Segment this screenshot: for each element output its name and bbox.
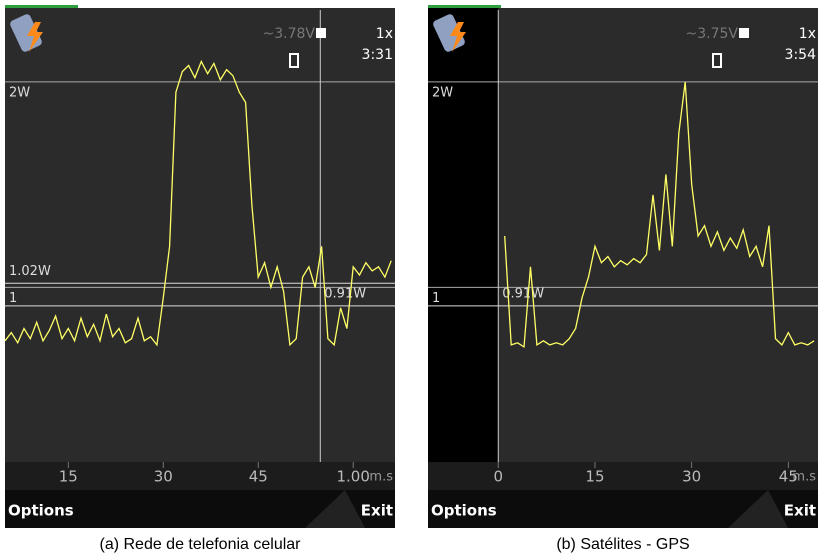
clock: 3:31	[362, 47, 393, 63]
average-label: 0.91W	[324, 286, 366, 301]
status-square	[316, 28, 326, 38]
right-softkey: Exit	[784, 502, 816, 520]
x-tick-label: 30	[682, 468, 701, 486]
x-tick-label: 1.00	[337, 468, 370, 486]
left-softkey: Options	[431, 502, 497, 520]
y-tick-label: 2W	[9, 85, 30, 100]
right-softkey: Exit	[361, 502, 393, 520]
y-tick-label: 1	[432, 291, 440, 306]
status-square	[739, 28, 749, 38]
left-softkey: Options	[8, 502, 74, 520]
screen-background	[5, 8, 395, 528]
progress-bar	[428, 5, 501, 8]
voltage: ~3.75V	[686, 26, 739, 42]
y-tick-label: 1	[9, 291, 17, 306]
x-tick-label: 15	[59, 468, 78, 486]
x-unit: m.s	[369, 470, 393, 485]
average-label: 1.02W	[9, 264, 51, 279]
x-axis-band	[428, 462, 818, 490]
clock: 3:54	[785, 47, 817, 63]
x-unit: m.s	[792, 470, 816, 485]
x-tick-label: 30	[154, 468, 173, 486]
x-tick-label: 0	[493, 468, 503, 486]
caption: (a) Rede de telefonia celular	[99, 536, 301, 553]
figure: 12W1.02W0.91W~3.78V1x3:311530451.00m.sOp…	[0, 0, 818, 557]
speed: 1x	[799, 26, 816, 42]
y-tick-label: 2W	[432, 85, 453, 100]
x-tick-label: 15	[585, 468, 604, 486]
progress-bar	[5, 5, 78, 8]
speed: 1x	[376, 26, 393, 42]
x-tick-label: 45	[249, 468, 268, 486]
left-shade	[428, 8, 498, 462]
voltage: ~3.78V	[263, 26, 316, 42]
caption: (b) Satélites - GPS	[556, 536, 689, 553]
